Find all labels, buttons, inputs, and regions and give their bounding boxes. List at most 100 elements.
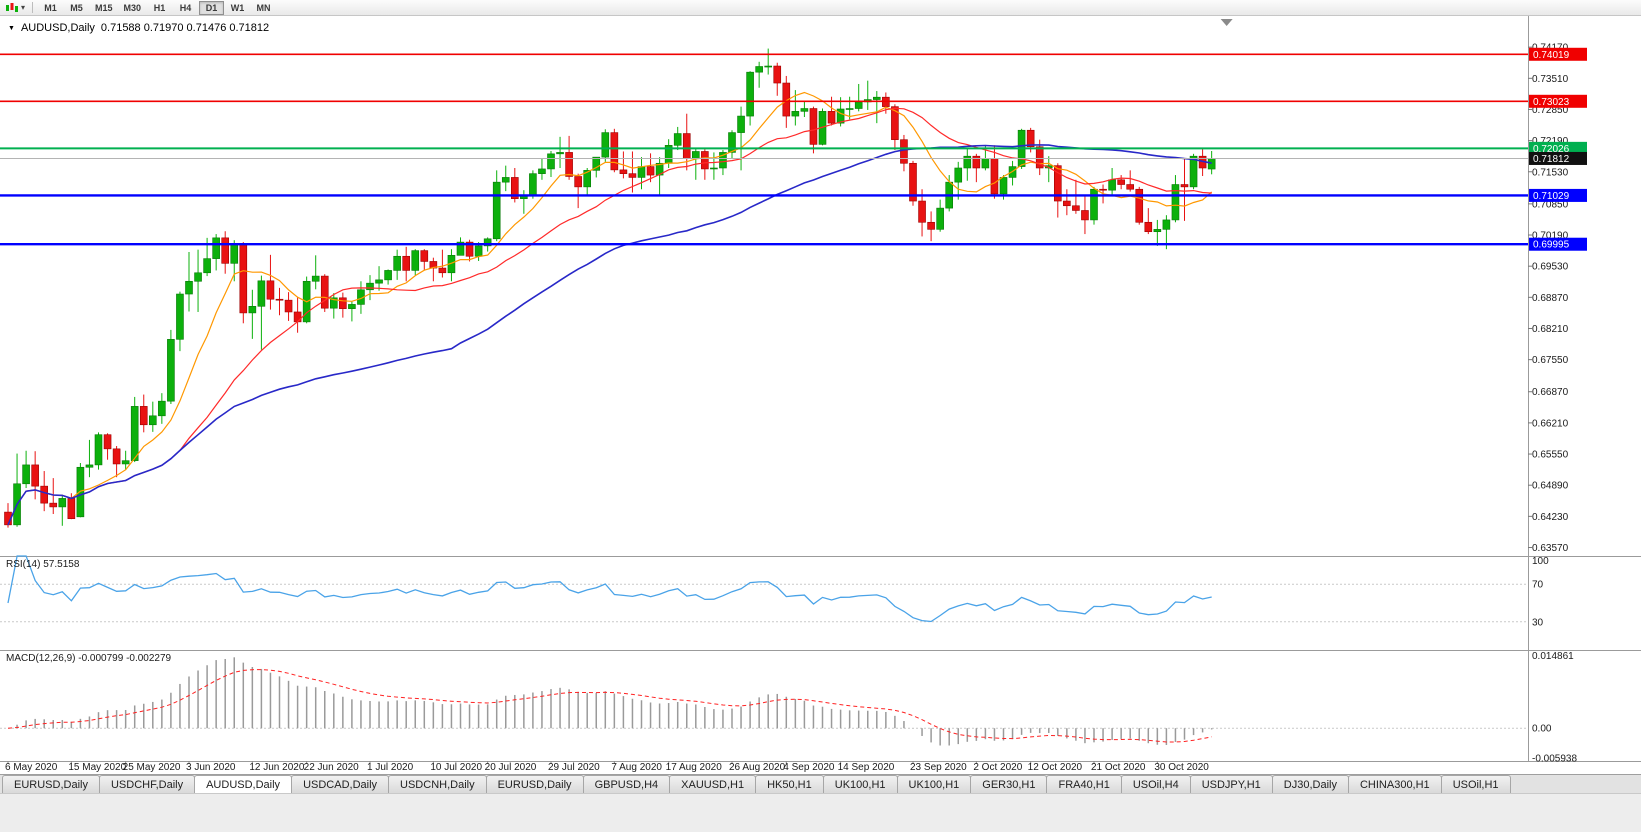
- axis-price-badge: [1529, 151, 1587, 165]
- status-strip: [0, 793, 1641, 832]
- axis-price-badge-label: 0.73023: [1533, 97, 1570, 108]
- chart-tab-usoil-h1[interactable]: USOil,H1: [1440, 775, 1511, 793]
- candle: [248, 305, 257, 314]
- candle: [212, 237, 220, 259]
- candle: [1153, 229, 1162, 233]
- chart-tab-gbpusd-h4[interactable]: GBPUSD,H4: [582, 775, 671, 793]
- price-axis-label: 0.67550: [1532, 355, 1569, 366]
- chart-shift-marker[interactable]: [1220, 19, 1233, 26]
- candle: [402, 255, 411, 271]
- chart-tab-fra40-h1[interactable]: FRA40,H1: [1046, 775, 1122, 793]
- candle: [94, 434, 103, 466]
- chart-tab-audusd-daily[interactable]: AUDUSD,Daily: [194, 775, 293, 793]
- candle: [465, 241, 474, 257]
- date-label: 1 Jul 2020: [367, 762, 414, 773]
- chart-tab-usoil-h4[interactable]: USOil,H4: [1120, 775, 1191, 793]
- candle: [438, 267, 447, 274]
- candle: [375, 279, 383, 284]
- candle: [836, 108, 845, 124]
- price-axis-label: 0.70190: [1532, 231, 1569, 242]
- candle: [1117, 179, 1125, 185]
- date-label: 6 May 2020: [5, 762, 58, 773]
- candle: [1108, 179, 1116, 191]
- candle: [791, 111, 800, 117]
- chart-tab-usdjpy-h1[interactable]: USDJPY,H1: [1189, 775, 1273, 793]
- axis-price-badge: [1529, 188, 1587, 202]
- candle: [40, 485, 49, 504]
- price-axis-label: 0.63570: [1532, 543, 1569, 554]
- macd-axis-label: 0.014861: [1532, 651, 1574, 662]
- candle: [619, 169, 628, 174]
- candle: [737, 115, 745, 133]
- timeframe-button-m15[interactable]: M15: [95, 2, 113, 13]
- date-label: 17 Aug 2020: [666, 762, 723, 773]
- chart-tab-ger30-h1[interactable]: GER30,H1: [970, 775, 1048, 793]
- rsi-axis-label: 30: [1532, 617, 1544, 628]
- chart-tab-eurusd-daily[interactable]: EURUSD,Daily: [485, 775, 584, 793]
- candle: [999, 177, 1008, 195]
- collapse-triangle-icon[interactable]: ▼: [8, 24, 15, 32]
- timeframe-button-d1[interactable]: D1: [199, 0, 225, 15]
- date-label: 30 Oct 2020: [1154, 762, 1209, 773]
- level-lines-layer: 0.74019 0.73023 0.72026 0.71029 0.69995 0.718…: [0, 47, 1587, 251]
- candle: [601, 132, 610, 158]
- candle: [565, 152, 573, 177]
- date-label: 12 Jun 2020: [249, 762, 304, 773]
- candle: [320, 275, 329, 309]
- candle: [85, 464, 94, 468]
- price-axis-label: 0.66210: [1532, 418, 1569, 429]
- chart-type-icon[interactable]: [3, 1, 21, 14]
- candle: [637, 166, 646, 178]
- caret-down-icon[interactable]: ▾: [21, 3, 26, 12]
- candle: [755, 66, 763, 73]
- price-axis-label: 0.72190: [1532, 136, 1569, 147]
- candle: [1126, 184, 1134, 190]
- candle: [139, 406, 148, 426]
- timeframe-button-w1[interactable]: W1: [230, 2, 245, 13]
- price-axis-label: 0.69530: [1532, 262, 1569, 273]
- timeframe-button-h4[interactable]: H4: [179, 2, 192, 13]
- timeframe-button-m1[interactable]: M1: [44, 2, 57, 13]
- chart-tab-eurusd-daily[interactable]: EURUSD,Daily: [2, 775, 100, 793]
- main-chart[interactable]: 0.741700.735100.728500.721900.715300.708…: [0, 16, 1641, 774]
- candle: [393, 255, 401, 271]
- timeframe-button-h1[interactable]: H1: [153, 2, 166, 13]
- chart-tab-usdcnh-daily[interactable]: USDCNH,Daily: [388, 775, 487, 793]
- candle: [556, 152, 564, 155]
- candle: [1207, 158, 1216, 170]
- candle: [221, 237, 229, 264]
- chart-tab-uk100-h1[interactable]: UK100,H1: [896, 775, 972, 793]
- chart-tab-uk100-h1[interactable]: UK100,H1: [822, 775, 898, 793]
- chart-tab-china300-h1[interactable]: CHINA300,H1: [1347, 775, 1442, 793]
- candle: [293, 311, 302, 323]
- ohlc-values: 0.71588 0.71970 0.71476 0.71812: [100, 22, 270, 34]
- chart-tab-usdcad-daily[interactable]: USDCAD,Daily: [291, 775, 390, 793]
- timeframe-button-mn[interactable]: MN: [256, 2, 271, 13]
- candle: [185, 280, 193, 295]
- chart-tab-usdchf-daily[interactable]: USDCHF,Daily: [98, 775, 196, 793]
- price-axis-label: 0.65550: [1532, 450, 1569, 461]
- candle: [954, 167, 963, 183]
- candle: [22, 464, 30, 485]
- candle: [927, 221, 935, 230]
- price-axis-label: 0.64230: [1532, 512, 1569, 523]
- axis-price-badge: [1529, 141, 1587, 155]
- chart-tab-dj30-daily[interactable]: DJ30,Daily: [1271, 775, 1349, 793]
- axis-price-badge-label: 0.74019: [1533, 50, 1570, 61]
- chart-tab-hk50-h1[interactable]: HK50,H1: [755, 775, 824, 793]
- timeframe-button-m5[interactable]: M5: [70, 2, 83, 13]
- macd-pane: 0.014861 0.00 -0.005938: [0, 651, 1577, 765]
- candle: [194, 272, 202, 282]
- timeframe-button-m30[interactable]: M30: [123, 2, 142, 13]
- date-label: 4 Sep 2020: [783, 762, 835, 773]
- chart-tab-xauusd-h1[interactable]: XAUUSD,H1: [669, 775, 757, 793]
- date-label: 26 Aug 2020: [729, 762, 786, 773]
- candle: [1144, 221, 1153, 233]
- candle: [1035, 146, 1044, 169]
- candle: [1135, 188, 1144, 223]
- candle: [76, 466, 85, 518]
- ma-line-slow: [7, 144, 1212, 526]
- date-label: 25 May 2020: [123, 762, 181, 773]
- moving-averages-layer: [7, 91, 1213, 526]
